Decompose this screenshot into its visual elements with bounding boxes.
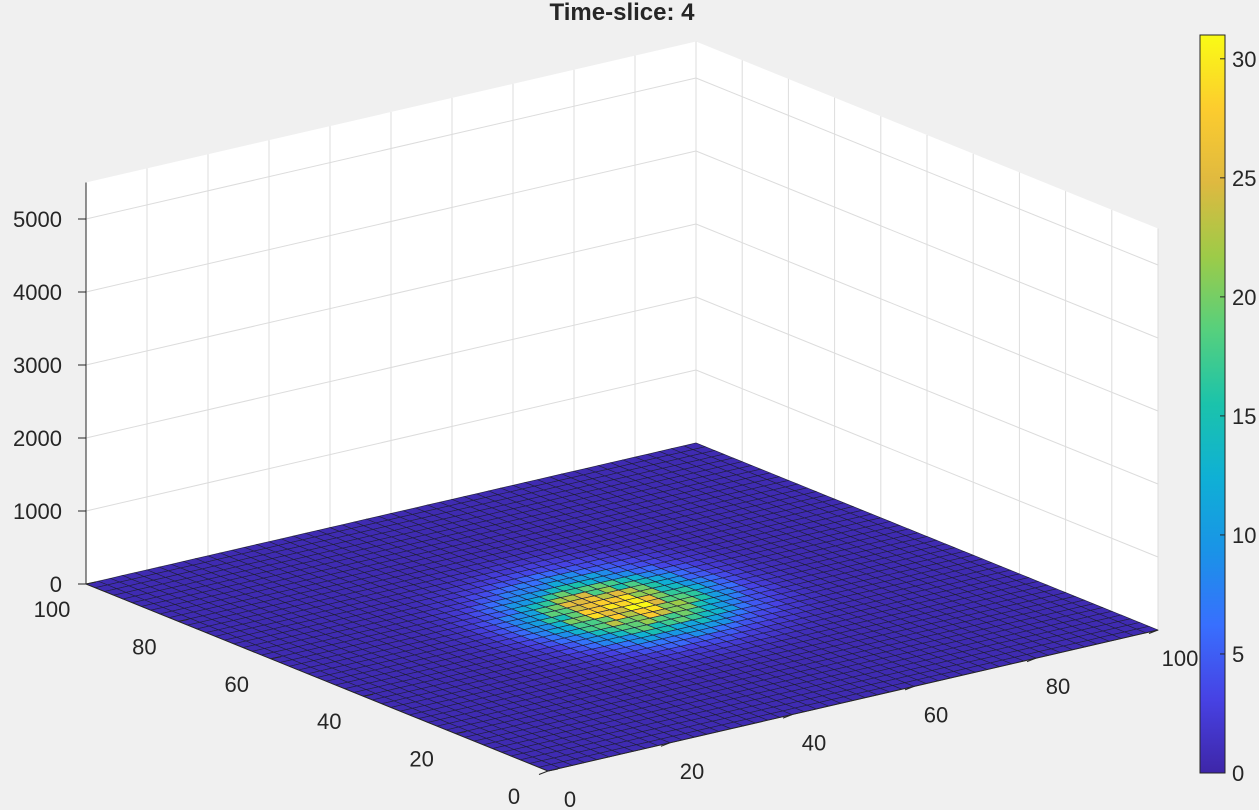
colorbar-tick-label: 25: [1232, 166, 1256, 191]
colorbar-tick-label: 30: [1232, 47, 1256, 72]
y-tick-mark: [85, 581, 97, 585]
y-tick-mark: [178, 618, 189, 622]
x-tick-mark: [538, 770, 549, 775]
y-tick-mark: [363, 693, 374, 697]
colorbar-tick-label: 15: [1232, 404, 1256, 429]
axes-lines: [78, 182, 1159, 775]
y-tick-mark: [547, 768, 559, 772]
y-tick-label: 40: [317, 709, 341, 734]
y-tick-mark: [455, 731, 466, 735]
x-tick-mark: [660, 742, 671, 747]
y-tick-label: 100: [34, 597, 71, 622]
colorbar[interactable]: 0 5 10 15 20 25 30: [1199, 34, 1256, 786]
x-tick-label: 100: [1162, 646, 1199, 671]
z-tick-label: 5000: [13, 207, 62, 232]
z-tick-label: 0: [50, 572, 62, 597]
y-tick-label: 0: [508, 784, 520, 809]
y-tick-label: 20: [409, 747, 433, 772]
x-tick-label: 0: [564, 787, 576, 810]
z-tick-label: 3000: [13, 353, 62, 378]
chart-title: Time-slice: 4: [550, 0, 696, 26]
colorbar-tick-label: 5: [1232, 642, 1244, 667]
tick-labels: 0204060801000204060801000100020003000400…: [13, 207, 1198, 810]
x-tick-mark: [1148, 629, 1159, 634]
z-tick-label: 2000: [13, 426, 62, 451]
x-axis-line: [547, 629, 1159, 772]
x-tick-mark: [782, 714, 793, 719]
y-axis-line: [85, 583, 549, 772]
surface-mesh: [85, 442, 1159, 772]
z-tick-label: 4000: [13, 280, 62, 305]
x-tick-label: 40: [802, 731, 826, 756]
colorbar-tick-label: 20: [1232, 285, 1256, 310]
y-tick-mark: [270, 656, 281, 660]
colorbar-gradient[interactable]: [1199, 34, 1226, 774]
x-tick-mark: [1026, 657, 1037, 663]
colorbar-tick-label: 0: [1232, 761, 1244, 786]
x-tick-label: 80: [1046, 674, 1070, 699]
x-tick-label: 60: [924, 702, 948, 727]
z-tick-label: 1000: [13, 499, 62, 524]
x-tick-label: 20: [680, 759, 704, 784]
y-tick-label: 80: [132, 634, 156, 659]
colorbar-tick-label: 10: [1232, 523, 1256, 548]
x-tick-mark: [904, 685, 915, 691]
y-tick-label: 60: [225, 672, 249, 697]
